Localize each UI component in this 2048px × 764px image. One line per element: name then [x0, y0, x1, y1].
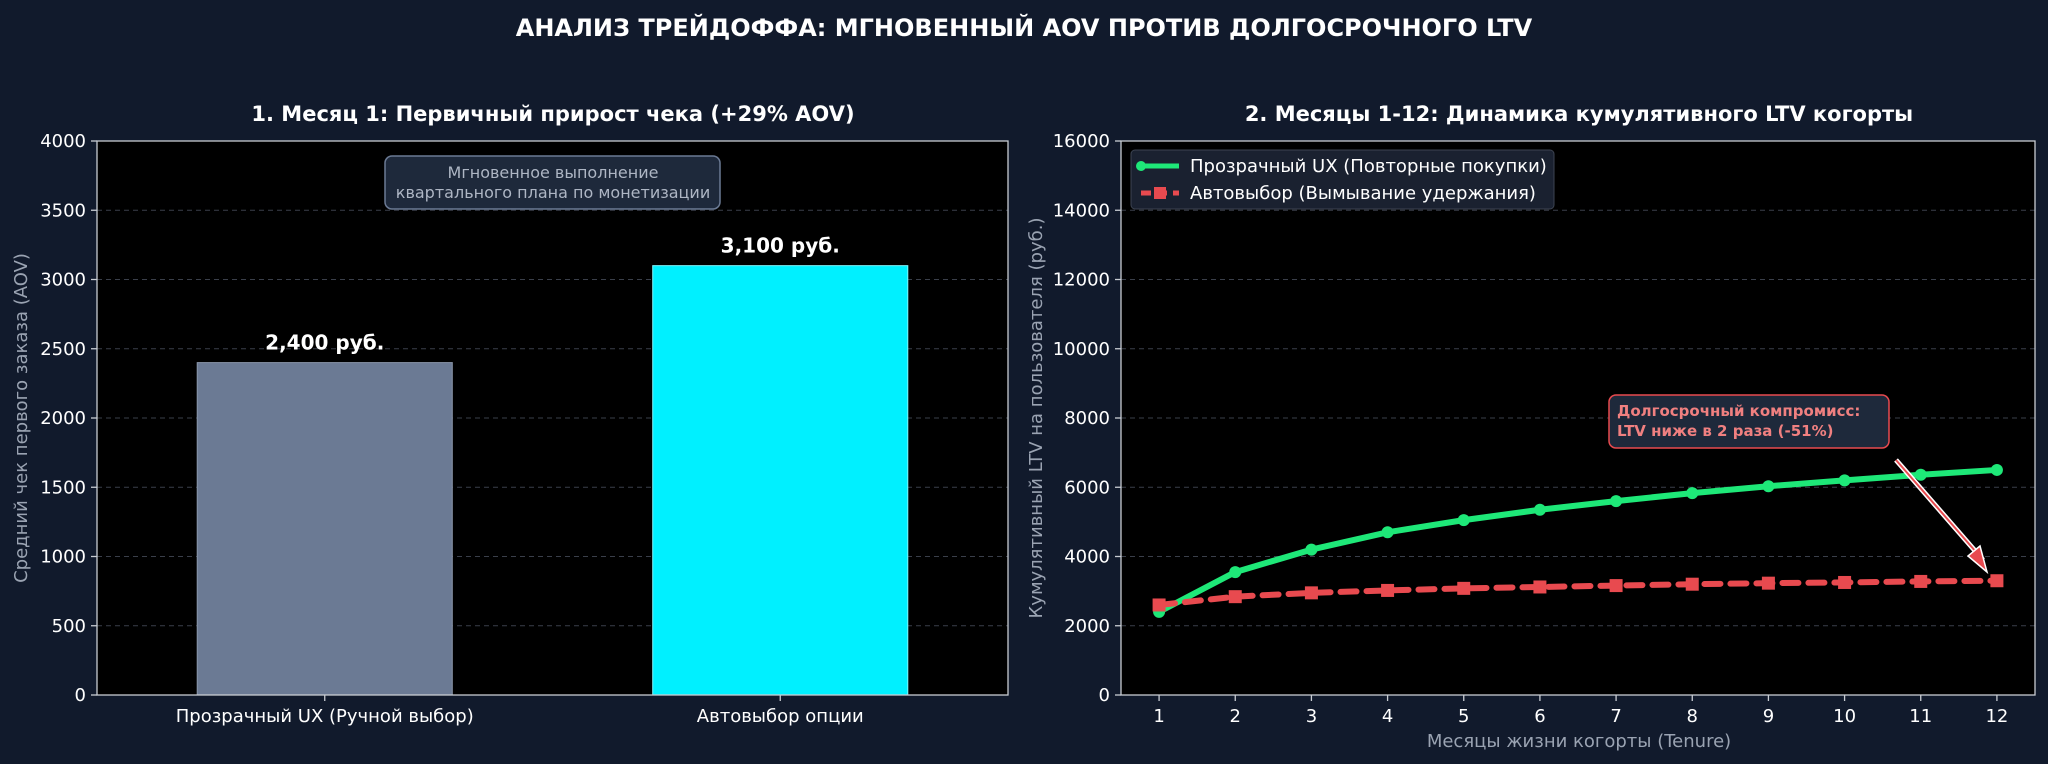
line-x-tick-label: 2	[1230, 706, 1241, 727]
legend-label-repeat: Прозрачный UX (Повторные покупки)	[1190, 156, 1547, 177]
line-series	[1152, 463, 2004, 618]
bar-y-tick-label: 4000	[40, 131, 86, 152]
bar-y-tick-label: 1500	[40, 477, 86, 498]
line-annotation-box	[1608, 394, 1890, 449]
bar-y-tick-label: 2000	[40, 408, 86, 429]
line-x-tick-label: 8	[1687, 706, 1698, 727]
series-point-auto	[1914, 574, 1928, 588]
line-y-tick-label: 12000	[1053, 270, 1110, 291]
bar-x-ticks: Прозрачный UX (Ручной выбор) Автовыбор оп…	[176, 695, 864, 727]
line-x-tick-label: 7	[1610, 706, 1621, 727]
bar-annotation-box	[384, 155, 721, 210]
series-point-repeat	[1457, 514, 1470, 527]
legend-marker-auto	[1154, 187, 1166, 199]
line-y-axis-label: Кумулятивный LTV на пользователя (руб.)	[1026, 218, 1047, 619]
bar	[196, 362, 453, 696]
series-point-auto	[1457, 581, 1471, 595]
line-x-tick-label: 11	[1909, 706, 1932, 727]
bar	[652, 265, 909, 696]
bar-x-tick-label: Автовыбор опции	[697, 706, 864, 727]
series-point-repeat	[1762, 480, 1775, 493]
line-y-tick-label: 4000	[1064, 547, 1110, 568]
series-point-repeat	[1990, 463, 2003, 476]
bar-annotation-line-2: квартального плана по монетизации	[396, 183, 710, 202]
line-x-tick-label: 12	[1985, 706, 2008, 727]
series-point-auto	[1152, 598, 1166, 612]
line-annotation-arrow	[1894, 458, 1989, 575]
line-x-tick-label: 10	[1833, 706, 1856, 727]
line-y-tick-label: 16000	[1053, 131, 1110, 152]
series-point-repeat	[1381, 526, 1394, 539]
line-y-tick-label: 14000	[1053, 200, 1110, 221]
line-chart: 2. Месяцы 1-12: Динамика кумулятивного L…	[1026, 102, 2036, 752]
bar-y-tick-label: 2500	[40, 339, 86, 360]
series-point-auto	[1533, 580, 1547, 594]
figure-title: АНАЛИЗ ТРЕЙДОФФА: МГНОВЕННЫЙ AOV ПРОТИВ …	[516, 13, 1533, 42]
bar-y-tick-label: 1000	[40, 547, 86, 568]
line-x-tick-label: 3	[1306, 706, 1317, 727]
bar-chart: 1. Месяц 1: Первичный прирост чека (+29%…	[11, 102, 1009, 727]
bar-annotation: Мгновенное выполнение квартального плана…	[384, 155, 721, 210]
bar-y-ticks: 0 500 1000 1500 2000 2500 3000 3500 4000	[40, 131, 97, 706]
bar-x-tick-label: Прозрачный UX (Ручной выбор)	[176, 706, 474, 727]
line-legend: Прозрачный UX (Повторные покупки) Автовы…	[1130, 149, 1555, 210]
line-annotation-line-2: LTV ниже в 2 раза (-51%)	[1617, 422, 1833, 440]
series-point-auto	[1990, 574, 2004, 588]
series-point-auto	[1838, 575, 1852, 589]
series-point-auto	[1228, 590, 1242, 604]
line-y-ticks: 0 2000 4000 6000 8000 10000 12000 14000 16000	[1053, 131, 1121, 706]
series-point-repeat	[1229, 566, 1242, 579]
series-line-auto	[1156, 577, 2000, 608]
line-y-tick-label: 6000	[1064, 477, 1110, 498]
line-annotation: Долгосрочный компромисс: LTV ниже в 2 ра…	[1608, 394, 1989, 575]
series-point-repeat	[1686, 487, 1699, 500]
line-annotation-line-1: Долгосрочный компромисс:	[1617, 402, 1860, 420]
line-x-tick-label: 1	[1153, 706, 1164, 727]
series-point-auto	[1685, 577, 1699, 591]
series-point-auto	[1381, 583, 1395, 597]
series-line-repeat	[1156, 466, 2000, 615]
line-y-tick-label: 8000	[1064, 408, 1110, 429]
line-x-tick-label: 5	[1458, 706, 1469, 727]
line-y-tick-label: 2000	[1064, 616, 1110, 637]
line-x-ticks: 1 2 3 4 5 6 7 8 9 10 11 12	[1153, 695, 2008, 727]
line-x-tick-label: 4	[1382, 706, 1393, 727]
line-x-tick-label: 9	[1763, 706, 1774, 727]
bar-y-tick-label: 3500	[40, 200, 86, 221]
series-point-auto	[1761, 576, 1775, 590]
bar-y-tick-label: 3000	[40, 270, 86, 291]
legend-label-auto: Автовыбор (Вымывание удержания)	[1190, 183, 1536, 204]
bar-chart-title: 1. Месяц 1: Первичный прирост чека (+29%…	[251, 102, 854, 126]
line-x-axis-label: Месяцы жизни когорты (Tenure)	[1427, 731, 1731, 752]
line-y-tick-label: 0	[1099, 685, 1110, 706]
bar-value-labels: 2,400 руб. 3,100 руб.	[265, 234, 840, 355]
series-point-repeat	[1305, 543, 1318, 556]
line-x-tick-label: 6	[1534, 706, 1545, 727]
line-chart-title: 2. Месяцы 1-12: Динамика кумулятивного L…	[1245, 102, 1913, 126]
bar-y-axis-label: Средний чек первого заказа (AOV)	[11, 253, 32, 583]
series-point-auto	[1609, 579, 1623, 593]
series-point-repeat	[1533, 503, 1546, 516]
legend-box	[1130, 149, 1555, 210]
line-y-tick-label: 10000	[1053, 339, 1110, 360]
series-point-repeat	[1914, 468, 1927, 481]
bar-y-tick-label: 500	[52, 616, 86, 637]
bar-value-label: 3,100 руб.	[721, 234, 840, 258]
series-point-auto	[1304, 586, 1318, 600]
bar-annotation-line-1: Мгновенное выполнение	[448, 163, 659, 182]
bar-bars	[196, 265, 909, 696]
series-point-repeat	[1610, 495, 1623, 508]
legend-marker-repeat	[1136, 161, 1146, 171]
bar-y-tick-label: 0	[75, 685, 86, 706]
bar-value-label: 2,400 руб.	[265, 331, 384, 355]
series-point-repeat	[1838, 474, 1851, 487]
